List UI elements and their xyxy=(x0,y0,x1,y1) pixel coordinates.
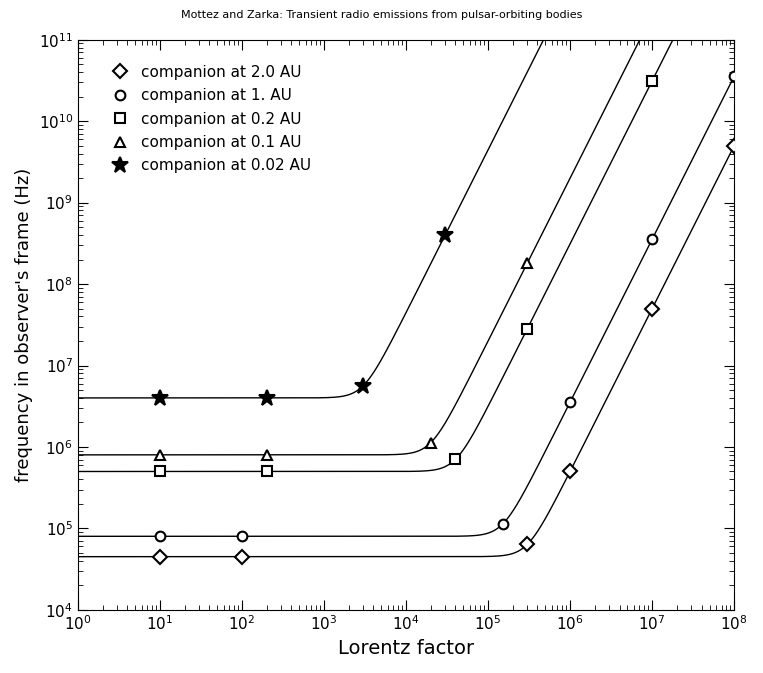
Legend: companion at 2.0 AU, companion at 1. AU, companion at 0.2 AU, companion at 0.1 A: companion at 2.0 AU, companion at 1. AU,… xyxy=(98,59,317,180)
X-axis label: Lorentz factor: Lorentz factor xyxy=(338,639,474,658)
Y-axis label: frequency in observer's frame (Hz): frequency in observer's frame (Hz) xyxy=(15,168,33,482)
Text: Mottez and Zarka: Transient radio emissions from pulsar-orbiting bodies: Mottez and Zarka: Transient radio emissi… xyxy=(181,10,582,20)
